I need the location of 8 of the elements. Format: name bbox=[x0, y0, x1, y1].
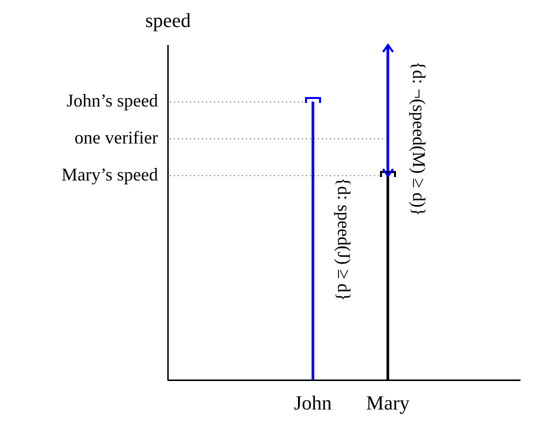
ref-line-label: John’s speed bbox=[66, 90, 158, 111]
ref-line-label: Mary’s speed bbox=[62, 164, 158, 184]
x-tick-label: John bbox=[294, 392, 332, 414]
ref-line-label: one verifier bbox=[74, 128, 158, 148]
text: speed bbox=[145, 10, 191, 32]
x-tick-label: Mary bbox=[366, 392, 410, 414]
annotation: {d: ¬(speed(M) ≥ d)} bbox=[409, 61, 430, 216]
annotation: {d: speed(J) ≥ d} bbox=[334, 177, 354, 302]
